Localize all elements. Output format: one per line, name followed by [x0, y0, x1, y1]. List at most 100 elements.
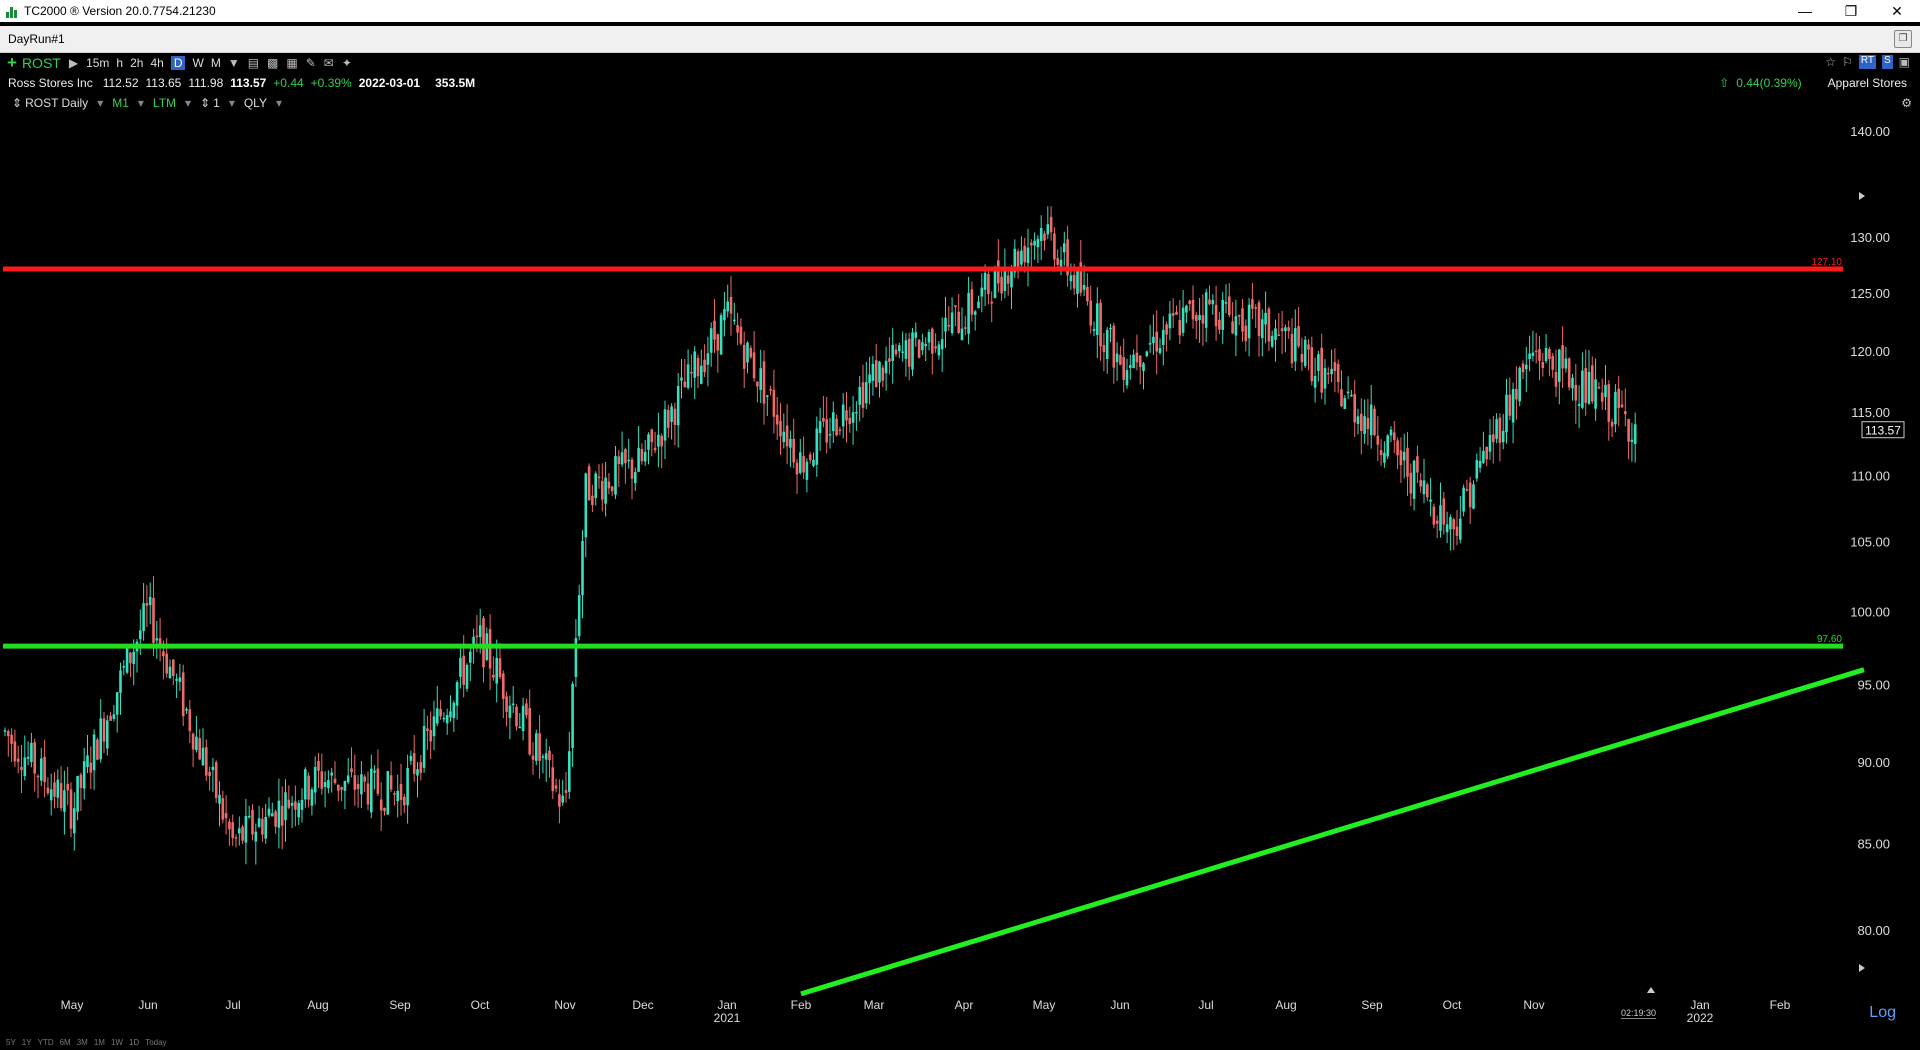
note-icon[interactable]: ✉ — [323, 56, 334, 70]
horizontal-lines: 127.10 97.60 — [3, 257, 1865, 997]
window-restore-icon[interactable]: ❐ — [1894, 30, 1912, 48]
candle-body — [1195, 315, 1198, 321]
add-plus-icon[interactable]: + — [7, 53, 17, 72]
industry-label[interactable]: Apparel Stores — [1827, 76, 1907, 90]
candle-body — [1508, 394, 1512, 416]
candle-body — [980, 287, 984, 297]
candle-body — [416, 769, 419, 776]
candle-body — [739, 326, 743, 344]
candle-body — [746, 342, 749, 363]
minimize-icon[interactable]: — — [1798, 3, 1812, 19]
candle-body — [1333, 362, 1337, 371]
candle-body — [89, 762, 93, 773]
candle-body — [1234, 316, 1238, 336]
caret-down-icon[interactable]: ▾ — [275, 96, 282, 110]
timeframe-2h[interactable]: 2h — [130, 56, 144, 70]
bar-chart-icon[interactable]: ▩ — [267, 56, 279, 70]
range-1w[interactable]: 1W — [110, 1038, 123, 1047]
candle-body — [1020, 250, 1023, 265]
caret-down-icon[interactable]: ▾ — [137, 96, 144, 110]
chart-symbol-daily[interactable]: ROST Daily — [25, 96, 89, 110]
count-label[interactable]: 1 — [213, 96, 220, 110]
pencil-icon[interactable]: ✎ — [305, 56, 316, 70]
timeframe-h[interactable]: h — [116, 56, 124, 70]
caret-down-icon[interactable]: ▾ — [97, 96, 104, 110]
range-3m[interactable]: 3M — [76, 1038, 88, 1047]
candle-body — [1138, 355, 1142, 368]
range-1y[interactable]: 1Y — [21, 1038, 32, 1047]
qly-label[interactable]: QLY — [243, 96, 267, 110]
symbol-label[interactable]: ROST — [21, 55, 61, 71]
flag-icon[interactable]: ⚐ — [1842, 55, 1853, 69]
x-month-label: Jun — [1110, 998, 1129, 1012]
timeframe-d[interactable]: D — [170, 56, 186, 70]
log-scale-button[interactable]: Log — [1869, 1004, 1896, 1021]
timeframe-4h[interactable]: 4h — [150, 56, 164, 70]
candle-body — [1251, 299, 1254, 309]
range-1d[interactable]: 1D — [128, 1038, 140, 1047]
timeframe-15m[interactable]: 15m — [86, 56, 110, 70]
sync-icon[interactable]: S — [1881, 55, 1893, 69]
candle-body — [399, 783, 403, 800]
star-icon[interactable]: ☆ — [1825, 55, 1837, 69]
share-icon[interactable]: ✦ — [341, 56, 352, 70]
ltm-label[interactable]: LTM — [152, 96, 177, 110]
range-ytd[interactable]: YTD — [37, 1038, 54, 1047]
candle-body — [1336, 363, 1340, 383]
candle-body — [1558, 349, 1561, 382]
restore-icon[interactable]: ❐ — [1844, 2, 1858, 19]
candle-body — [1416, 456, 1419, 473]
range-6m[interactable]: 6M — [59, 1038, 71, 1047]
candle-body — [970, 289, 974, 315]
candle-body — [544, 753, 548, 760]
candle-body — [1003, 268, 1007, 292]
candle-body — [1627, 419, 1630, 442]
candle-body — [1158, 348, 1162, 354]
candle-body — [775, 414, 779, 425]
candle-body — [1350, 394, 1353, 397]
candle-body — [1221, 299, 1224, 330]
candle-body — [1284, 327, 1287, 332]
candle-body — [574, 638, 578, 677]
candle-body — [406, 767, 409, 806]
count-icon[interactable]: ⇕ — [200, 96, 211, 110]
x-month-label: Jul — [1198, 998, 1213, 1012]
chart-type-icon[interactable]: ▤ — [247, 56, 260, 70]
candle-body — [1581, 370, 1584, 408]
layout-tab[interactable]: DayRun#1 — [8, 32, 65, 46]
candle-body — [690, 371, 693, 374]
rt-badge-icon[interactable]: RT — [1858, 55, 1876, 69]
timeframe-m[interactable]: M — [210, 56, 221, 70]
price-pane-icon[interactable]: ⇕ — [12, 96, 23, 110]
timeframe-w[interactable]: W — [192, 56, 204, 70]
candle-body — [1145, 351, 1149, 356]
candle-body — [1475, 460, 1479, 479]
candle-body — [1426, 484, 1429, 498]
x-month-label: Oct — [1443, 998, 1462, 1012]
y-tick-label: 125.00 — [1850, 286, 1890, 301]
candle-body — [403, 796, 406, 806]
candle-body — [1198, 315, 1201, 321]
candle-body — [1237, 315, 1241, 317]
save-icon[interactable]: ▣ — [1898, 55, 1910, 69]
candle-body — [1188, 300, 1191, 304]
close-icon[interactable]: ✕ — [1891, 2, 1903, 19]
chart-settings-icon[interactable]: ⚙ — [1901, 96, 1912, 110]
candle-body — [1201, 315, 1205, 324]
m1-label[interactable]: M1 — [112, 96, 129, 110]
table-icon[interactable]: ▦ — [286, 56, 298, 70]
caret-down-icon[interactable]: ▾ — [228, 96, 235, 110]
candle-body — [297, 802, 300, 818]
speaker-icon[interactable]: ▶ — [68, 56, 79, 70]
candle-body — [396, 790, 399, 802]
dropdown-arrow-icon[interactable]: ▼ — [227, 56, 240, 70]
caret-down-icon[interactable]: ▾ — [185, 96, 192, 110]
range-today[interactable]: Today — [145, 1038, 167, 1047]
range-5y[interactable]: 5Y — [6, 1038, 16, 1047]
candle-body — [1538, 349, 1541, 361]
candle-body — [1363, 416, 1366, 435]
candle-body — [234, 837, 238, 839]
candle-body — [508, 705, 512, 718]
range-1m[interactable]: 1M — [93, 1038, 105, 1047]
